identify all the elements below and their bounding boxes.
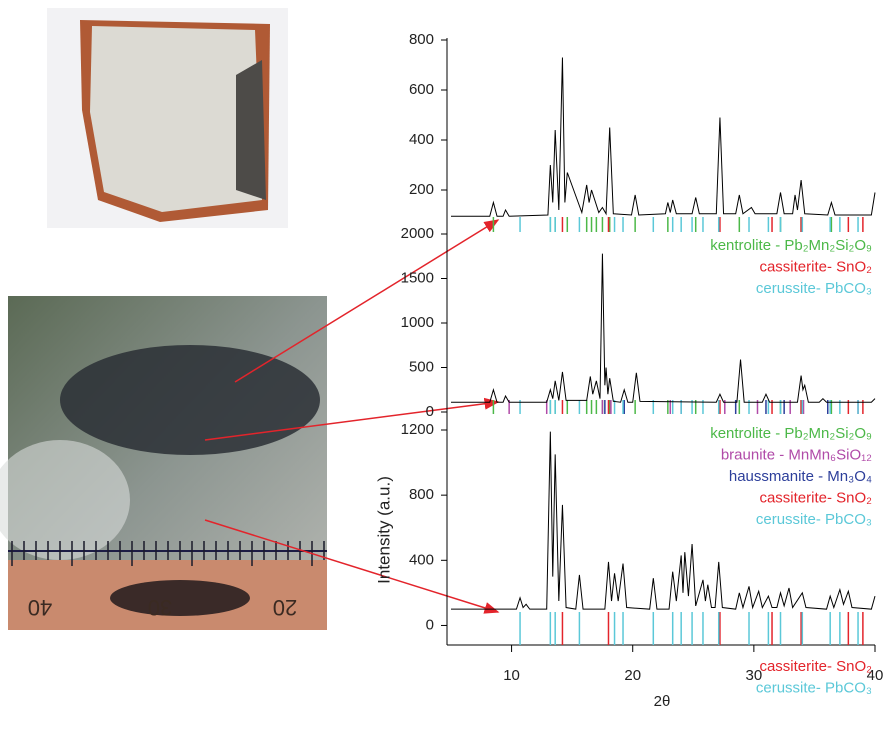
y-tick-label: 800 [409,31,434,48]
legend-label: cerussite- PbCO₃ [756,511,872,528]
legend-label: cerussite- PbCO₃ [756,679,872,696]
sample-photo [47,8,288,228]
sherd-dark [236,60,266,200]
y-tick-label: 0 [426,616,434,633]
y-tick-label: 500 [409,358,434,375]
y-tick-label: 600 [409,81,434,98]
legend-label: kentrolite - Pb₂Mn₂Si₂O₉ [710,425,872,442]
legend-label: cassiterite- SnO₂ [759,258,872,275]
scale-label: 20 [273,595,297,620]
x-tick-label: 10 [503,667,520,684]
y-tick-label: 400 [409,551,434,568]
y-tick-label: 1200 [401,421,434,438]
figure: 40 30 20 Intensity (a.u.) 2θ 20040060080… [0,0,888,738]
y-tick-label: 800 [409,486,434,503]
y-tick-label: 2000 [401,225,434,242]
y-tick-label: 200 [409,181,434,198]
y-tick-label: 1500 [401,269,434,286]
dark-layer [60,345,320,455]
scale-label: 30 [148,595,172,620]
y-tick-label: 400 [409,131,434,148]
legend-label: cassiterite- SnO₂ [759,489,872,506]
y-tick-label: 1000 [401,314,434,331]
y-axis-title: Intensity (a.u.) [374,476,393,584]
x-tick-label: 20 [624,667,641,684]
legend-label: cerussite- PbCO₃ [756,280,872,297]
shadow [110,580,250,616]
legend-label: haussmanite - Mn₃O₄ [729,468,872,485]
pattern-line [451,254,875,403]
x-axis-title: 2θ [654,693,671,710]
pattern-line [451,58,875,217]
y-tick-label: 0 [426,403,434,420]
legend-label: cassiterite- SnO₂ [759,658,872,675]
legend-label: kentrolite - Pb₂Mn₂Si₂O₉ [710,237,872,254]
micrograph: 40 30 20 [0,296,327,630]
scale-label: 40 [28,595,52,620]
legend-label: braunite - MnMn₆SiO₁₂ [721,446,872,463]
